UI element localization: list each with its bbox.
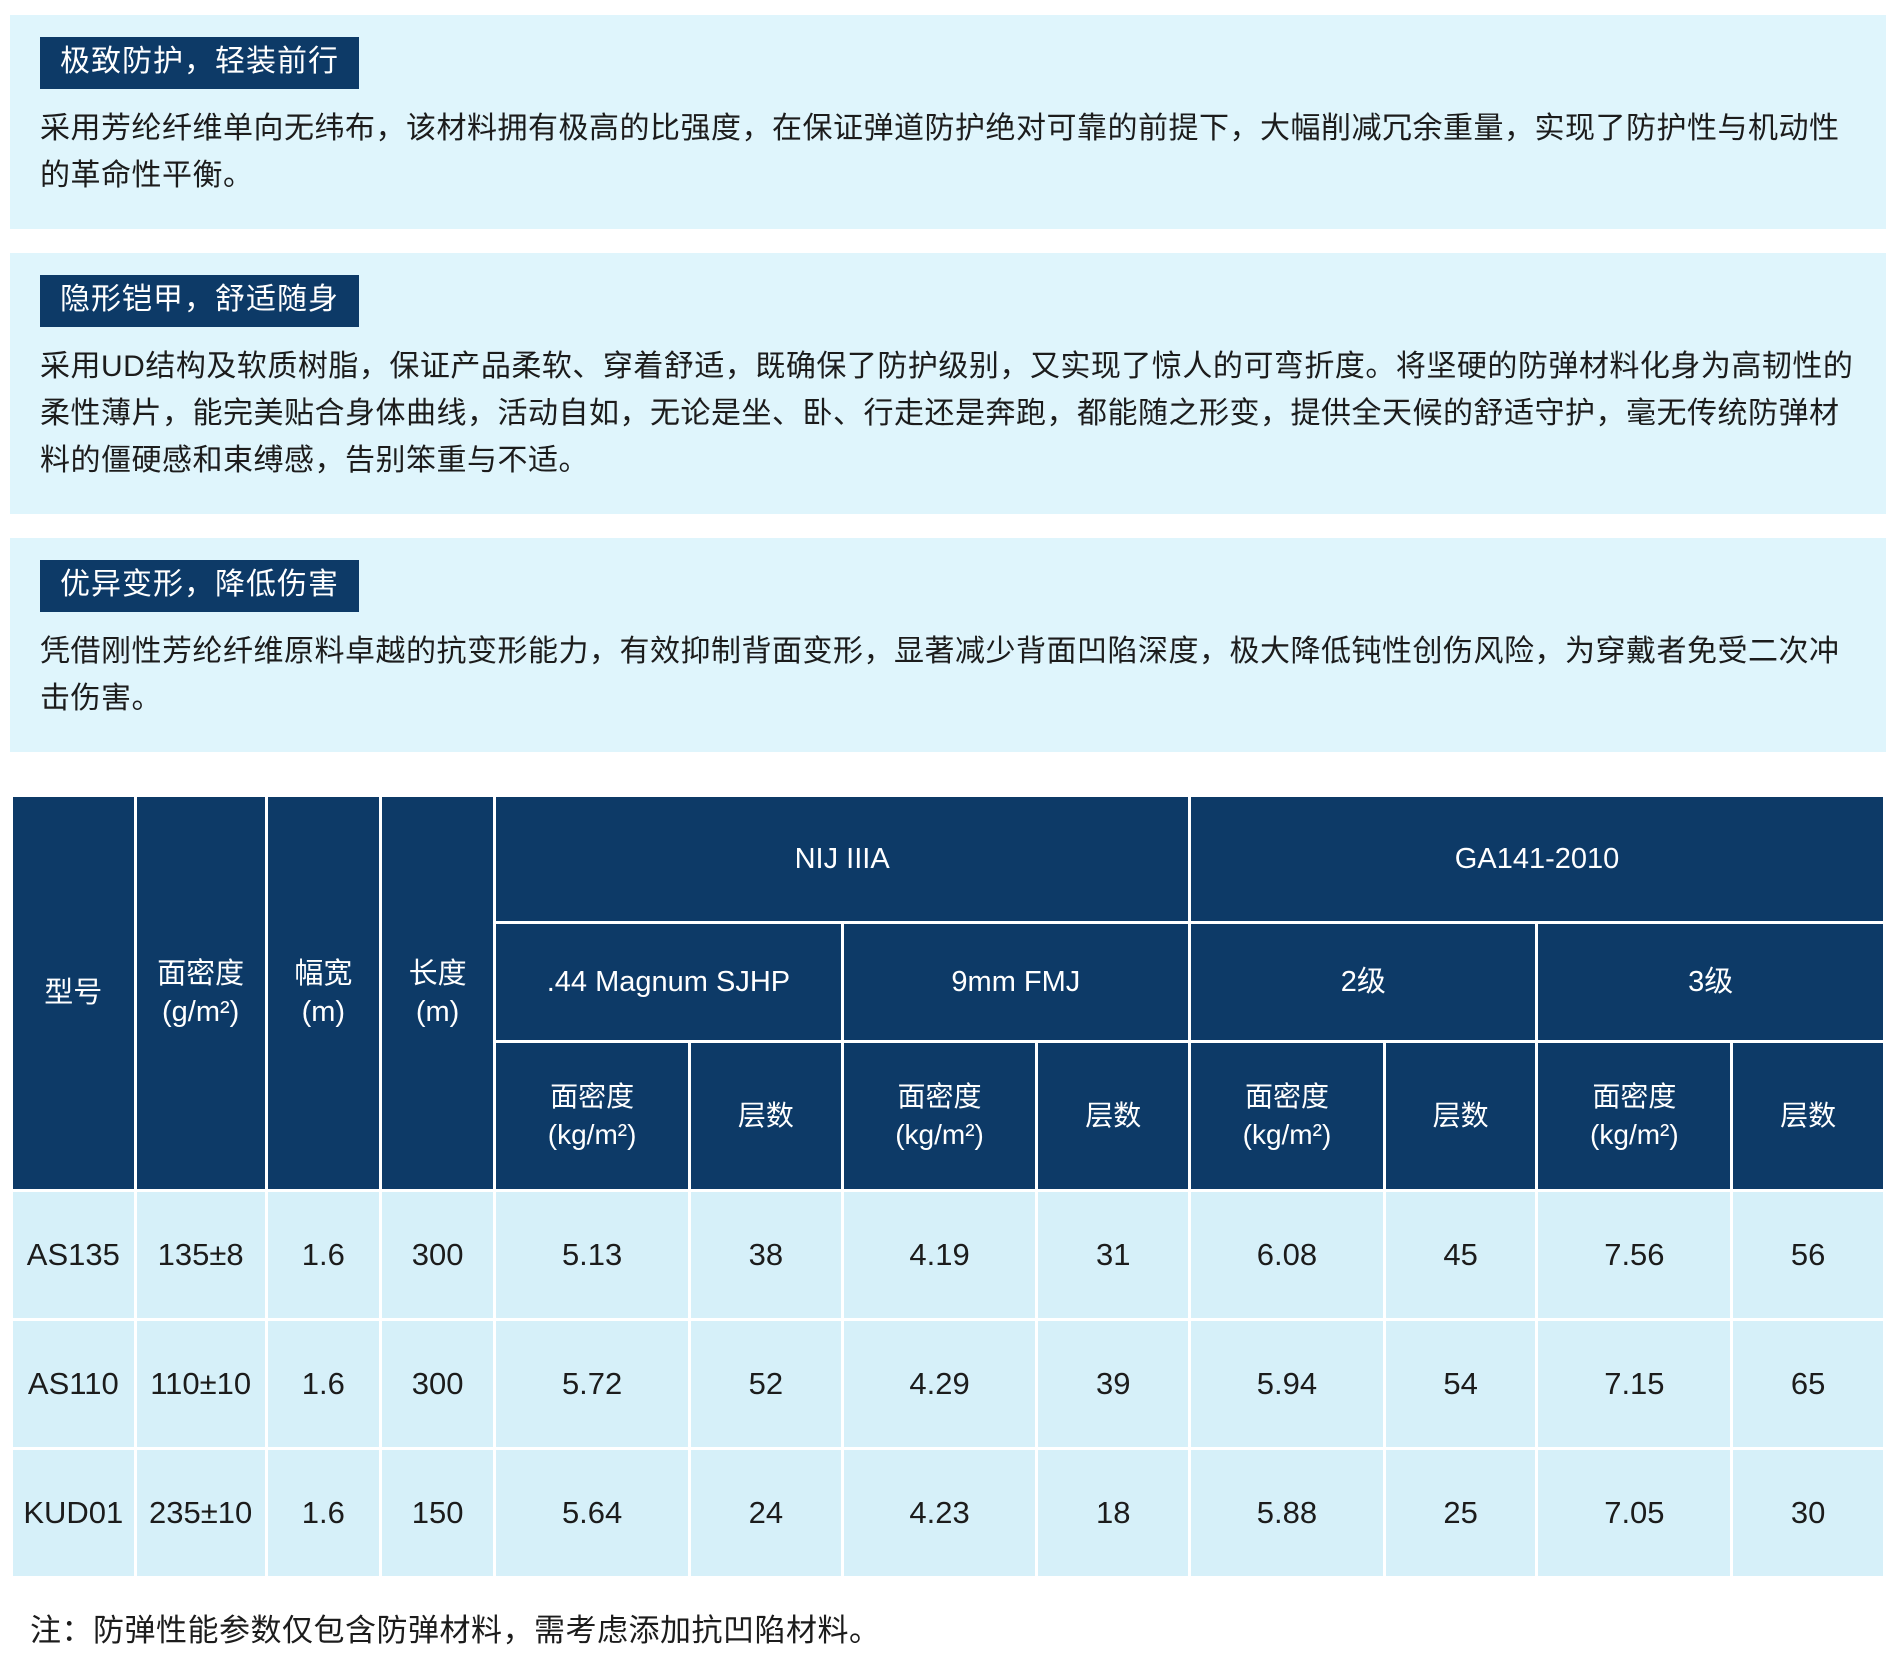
cell-ga3-layers: 65 xyxy=(1730,1318,1886,1450)
unit-header-density-9mm: 面密度 (kg/m²) xyxy=(840,1040,1039,1192)
feature-section-comfort: 隐形铠甲，舒适随身 采用UD结构及软质树脂，保证产品柔软、穿着舒适，既确保了防护… xyxy=(10,253,1886,514)
cell-model: KUD01 xyxy=(10,1447,137,1579)
cell-length: 300 xyxy=(378,1318,497,1450)
cell-ga2-layers: 45 xyxy=(1382,1189,1539,1321)
table-row-kud01: KUD01 235±10 1.6 150 5.64 24 4.23 18 5.8… xyxy=(10,1447,1886,1579)
group-header-ga141-2010: GA141-2010 xyxy=(1188,794,1886,924)
cell-9mm-layers: 18 xyxy=(1035,1447,1192,1579)
unit-header-layers-ga3: 层数 xyxy=(1730,1040,1886,1192)
col-header-areal-density: 面密度 (g/m²) xyxy=(133,794,268,1192)
unit-header-layers-9mm: 层数 xyxy=(1035,1040,1192,1192)
cell-areal-density: 235±10 xyxy=(133,1447,268,1579)
sub-header-ga-level2: 2级 xyxy=(1188,921,1539,1043)
cell-ga2-density: 5.94 xyxy=(1188,1318,1386,1450)
cell-ga2-layers: 25 xyxy=(1382,1447,1539,1579)
feature-section-protection: 极致防护，轻装前行 采用芳纶纤维单向无纬布，该材料拥有极高的比强度，在保证弹道防… xyxy=(10,15,1886,229)
cell-9mm-density: 4.23 xyxy=(840,1447,1039,1579)
sub-header-9mm-fmj: 9mm FMJ xyxy=(840,921,1192,1043)
table-row-as135: AS135 135±8 1.6 300 5.13 38 4.19 31 6.08… xyxy=(10,1189,1886,1321)
unit-header-layers-ga2: 层数 xyxy=(1382,1040,1539,1192)
section-body: 采用芳纶纤维单向无纬布，该材料拥有极高的比强度，在保证弹道防护绝对可靠的前提下，… xyxy=(40,112,1840,192)
section-body: 采用UD结构及软质树脂，保证产品柔软、穿着舒适，既确保了防护级别，又实现了惊人的… xyxy=(40,350,1854,477)
cell-9mm-density: 4.19 xyxy=(840,1189,1039,1321)
group-header-nij-iiia: NIJ IIIA xyxy=(493,794,1192,924)
cell-9mm-layers: 39 xyxy=(1035,1318,1192,1450)
section-body: 凭借刚性芳纶纤维原料卓越的抗变形能力，有效抑制背面变形，显著减少背面凹陷深度，极… xyxy=(40,635,1840,715)
unit-header-density-44: 面密度 (kg/m²) xyxy=(493,1040,691,1192)
cell-areal-density: 135±8 xyxy=(133,1189,268,1321)
col-header-model: 型号 xyxy=(10,794,137,1192)
cell-44-layers: 52 xyxy=(688,1318,844,1450)
section-badge: 隐形铠甲，舒适随身 xyxy=(40,275,359,327)
cell-areal-density: 110±10 xyxy=(133,1318,268,1450)
cell-width: 1.6 xyxy=(264,1447,382,1579)
sub-header-44-magnum-sjhp: .44 Magnum SJHP xyxy=(493,921,844,1043)
table-footnote: 注：防弹性能参数仅包含防弹材料，需考虑添加抗凹陷材料。 xyxy=(30,1613,881,1648)
cell-length: 150 xyxy=(378,1447,497,1579)
cell-ga3-layers: 30 xyxy=(1730,1447,1886,1579)
cell-model: AS135 xyxy=(10,1189,137,1321)
cell-44-layers: 24 xyxy=(688,1447,844,1579)
unit-header-layers-44: 层数 xyxy=(688,1040,844,1192)
spec-table: 型号 面密度 (g/m²) 幅宽 (m) 长度 (m) NIJ IIIA GA1… xyxy=(10,794,1886,1579)
cell-44-density: 5.64 xyxy=(493,1447,691,1579)
cell-width: 1.6 xyxy=(264,1189,382,1321)
cell-ga2-density: 6.08 xyxy=(1188,1189,1386,1321)
cell-9mm-density: 4.29 xyxy=(840,1318,1039,1450)
col-header-width: 幅宽 (m) xyxy=(264,794,382,1192)
cell-length: 300 xyxy=(378,1189,497,1321)
cell-44-layers: 38 xyxy=(688,1189,844,1321)
cell-width: 1.6 xyxy=(264,1318,382,1450)
sub-header-ga-level3: 3级 xyxy=(1535,921,1886,1043)
cell-ga3-density: 7.05 xyxy=(1535,1447,1734,1579)
cell-ga3-density: 7.15 xyxy=(1535,1318,1734,1450)
section-badge: 优异变形，降低伤害 xyxy=(40,560,359,612)
table-row-as110: AS110 110±10 1.6 300 5.72 52 4.29 39 5.9… xyxy=(10,1318,1886,1450)
cell-ga3-density: 7.56 xyxy=(1535,1189,1734,1321)
cell-9mm-layers: 31 xyxy=(1035,1189,1192,1321)
cell-model: AS110 xyxy=(10,1318,137,1450)
unit-header-density-ga2: 面密度 (kg/m²) xyxy=(1188,1040,1386,1192)
cell-ga2-density: 5.88 xyxy=(1188,1447,1386,1579)
cell-44-density: 5.72 xyxy=(493,1318,691,1450)
feature-section-deformation: 优异变形，降低伤害 凭借刚性芳纶纤维原料卓越的抗变形能力，有效抑制背面变形，显著… xyxy=(10,538,1886,752)
cell-44-density: 5.13 xyxy=(493,1189,691,1321)
section-badge: 极致防护，轻装前行 xyxy=(40,37,359,89)
cell-ga3-layers: 56 xyxy=(1730,1189,1886,1321)
col-header-length: 长度 (m) xyxy=(378,794,497,1192)
unit-header-density-ga3: 面密度 (kg/m²) xyxy=(1535,1040,1734,1192)
cell-ga2-layers: 54 xyxy=(1382,1318,1539,1450)
